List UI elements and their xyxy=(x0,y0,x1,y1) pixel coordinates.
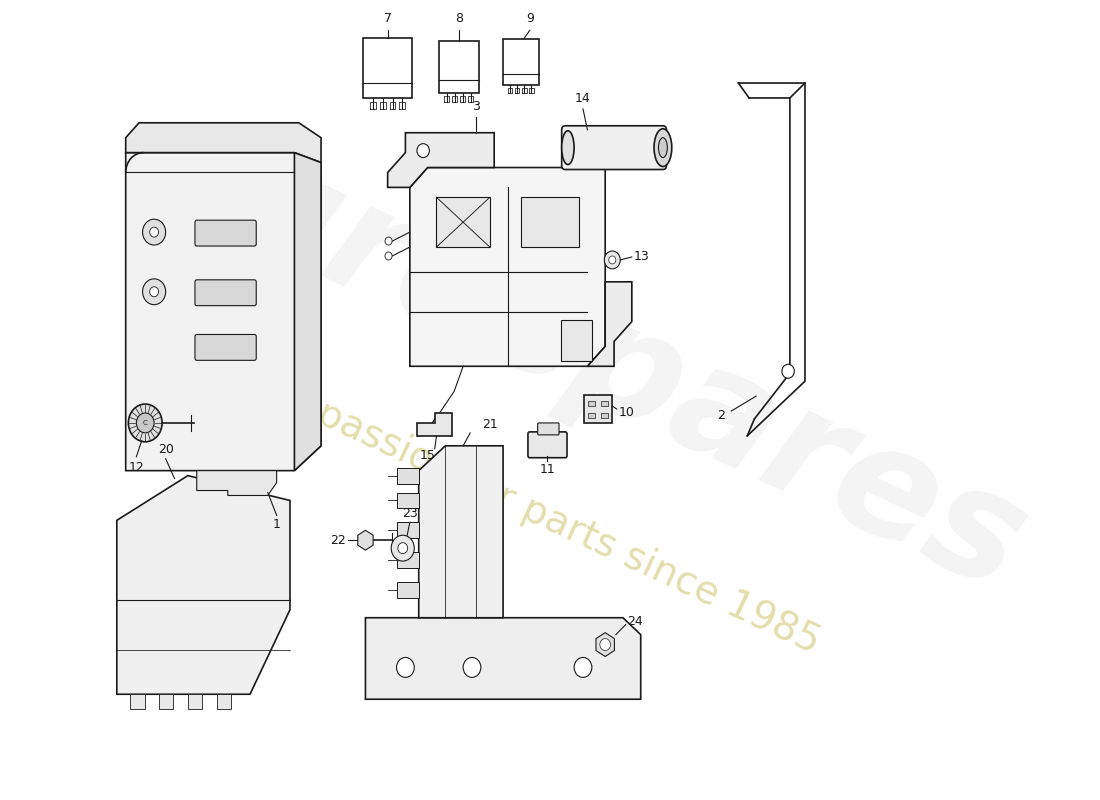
Circle shape xyxy=(574,658,592,678)
FancyBboxPatch shape xyxy=(584,395,613,423)
Circle shape xyxy=(608,256,616,264)
Text: 23: 23 xyxy=(402,507,418,520)
Text: 13: 13 xyxy=(634,250,649,263)
Bar xyxy=(601,401,608,406)
Ellipse shape xyxy=(654,129,672,166)
Polygon shape xyxy=(396,468,419,483)
Text: 7: 7 xyxy=(384,12,392,26)
Circle shape xyxy=(385,237,392,245)
Text: 24: 24 xyxy=(627,615,644,628)
FancyBboxPatch shape xyxy=(538,423,559,435)
FancyBboxPatch shape xyxy=(520,198,579,247)
Bar xyxy=(217,694,231,709)
Circle shape xyxy=(150,286,158,297)
Polygon shape xyxy=(587,282,631,366)
Circle shape xyxy=(143,219,166,245)
Bar xyxy=(588,401,595,406)
Text: a passion for parts since 1985: a passion for parts since 1985 xyxy=(278,379,826,662)
Polygon shape xyxy=(295,153,321,470)
FancyBboxPatch shape xyxy=(195,334,256,360)
Polygon shape xyxy=(419,446,503,618)
Circle shape xyxy=(604,251,620,269)
Polygon shape xyxy=(396,582,419,598)
Text: 1: 1 xyxy=(273,518,280,531)
Text: 2: 2 xyxy=(717,410,725,422)
Text: 11: 11 xyxy=(540,462,556,476)
Text: 12: 12 xyxy=(129,461,144,474)
Polygon shape xyxy=(396,493,419,509)
Circle shape xyxy=(417,144,429,158)
Ellipse shape xyxy=(562,130,574,165)
Ellipse shape xyxy=(659,138,668,158)
Polygon shape xyxy=(410,167,605,366)
Circle shape xyxy=(392,535,415,561)
Polygon shape xyxy=(396,552,419,568)
FancyBboxPatch shape xyxy=(195,220,256,246)
Text: 9: 9 xyxy=(526,12,534,26)
Circle shape xyxy=(396,658,415,678)
FancyBboxPatch shape xyxy=(561,319,592,362)
FancyBboxPatch shape xyxy=(363,38,412,98)
Text: 8: 8 xyxy=(454,12,463,26)
Circle shape xyxy=(150,227,158,237)
Bar xyxy=(188,694,202,709)
Text: 10: 10 xyxy=(618,406,635,419)
Polygon shape xyxy=(117,476,290,694)
Text: 22: 22 xyxy=(330,534,345,546)
Polygon shape xyxy=(197,470,277,495)
Text: 20: 20 xyxy=(157,442,174,456)
FancyBboxPatch shape xyxy=(439,42,478,93)
Bar xyxy=(160,694,174,709)
FancyBboxPatch shape xyxy=(562,126,667,170)
FancyBboxPatch shape xyxy=(528,432,566,458)
Polygon shape xyxy=(387,133,494,187)
Polygon shape xyxy=(365,618,640,699)
Bar xyxy=(588,413,595,418)
Text: eurospares: eurospares xyxy=(109,80,1048,623)
Text: C: C xyxy=(143,420,147,426)
Polygon shape xyxy=(596,633,615,657)
Text: 21: 21 xyxy=(482,418,497,431)
Text: 3: 3 xyxy=(473,100,481,113)
Circle shape xyxy=(600,638,610,650)
Circle shape xyxy=(129,404,162,442)
FancyBboxPatch shape xyxy=(195,280,256,306)
Polygon shape xyxy=(417,413,452,436)
Bar xyxy=(601,413,608,418)
FancyBboxPatch shape xyxy=(437,198,490,247)
Text: 15: 15 xyxy=(420,449,436,462)
Circle shape xyxy=(463,658,481,678)
Circle shape xyxy=(136,413,154,433)
Circle shape xyxy=(385,252,392,260)
Bar xyxy=(130,694,144,709)
Polygon shape xyxy=(358,530,373,550)
Text: 14: 14 xyxy=(575,92,591,105)
Polygon shape xyxy=(125,153,321,470)
Circle shape xyxy=(143,279,166,305)
FancyBboxPatch shape xyxy=(503,39,539,85)
Polygon shape xyxy=(396,522,419,538)
Polygon shape xyxy=(125,122,321,162)
Circle shape xyxy=(782,364,794,378)
Circle shape xyxy=(398,542,408,554)
